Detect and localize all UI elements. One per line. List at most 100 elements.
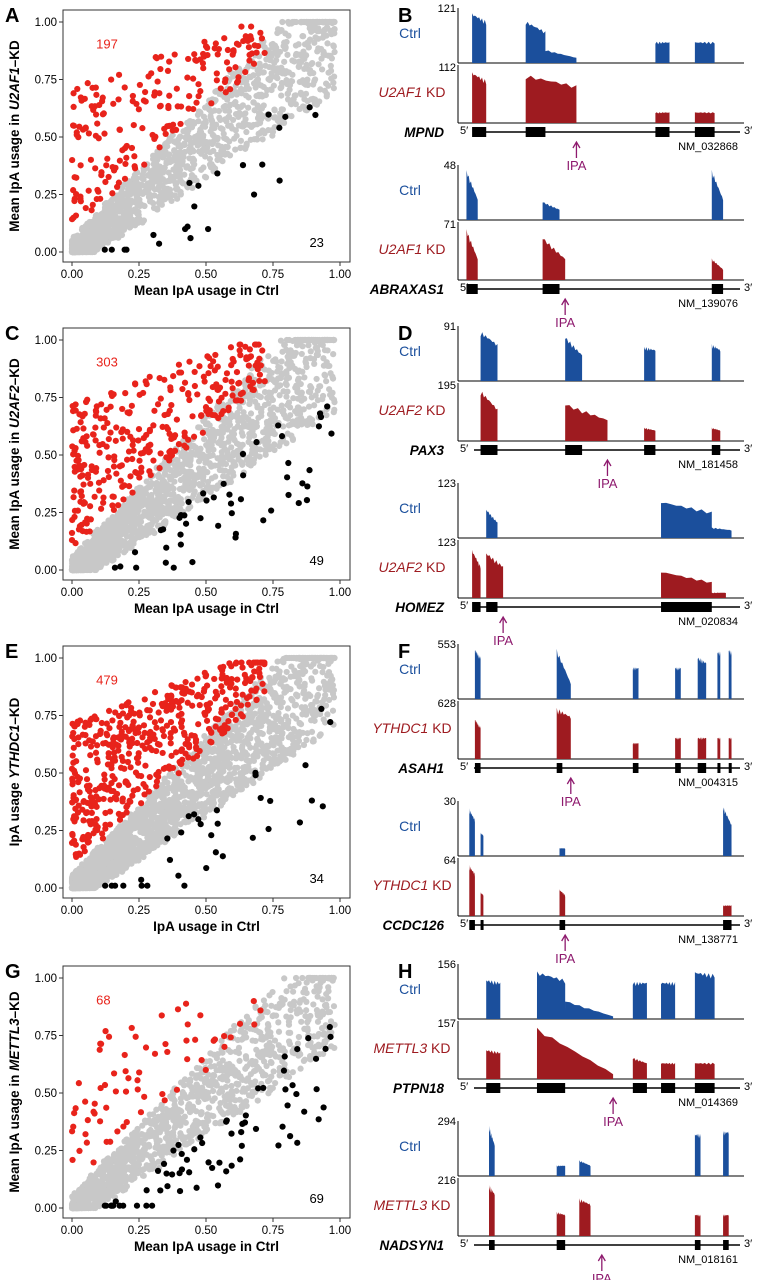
up-point: [261, 49, 268, 57]
background-point: [275, 363, 282, 371]
background-point: [151, 192, 158, 199]
up-point: [96, 487, 103, 494]
up-point: [256, 371, 264, 378]
up-point: [175, 441, 183, 448]
background-point: [175, 143, 182, 150]
up-point: [74, 85, 81, 93]
down-point: [200, 490, 207, 497]
background-point: [118, 190, 125, 197]
background-point: [311, 39, 318, 46]
up-point: [135, 106, 142, 113]
background-point: [209, 426, 216, 434]
up-point: [143, 431, 150, 439]
down-point: [189, 559, 196, 566]
up-point: [119, 435, 126, 442]
down-count: 23: [309, 235, 323, 250]
up-point: [92, 468, 99, 475]
background-point: [224, 447, 231, 454]
background-point: [159, 479, 166, 486]
up-point: [168, 401, 175, 409]
background-point: [259, 437, 266, 444]
up-point: [104, 419, 111, 427]
background-point: [181, 171, 188, 178]
background-point: [226, 101, 234, 109]
background-point: [326, 362, 333, 370]
x-tick-label: 0.25: [128, 269, 150, 281]
background-point: [117, 204, 125, 211]
up-point: [224, 46, 231, 54]
background-point: [250, 99, 257, 106]
background-point: [303, 52, 310, 59]
background-point: [115, 539, 122, 546]
up-point: [139, 125, 146, 132]
up-point: [173, 85, 180, 92]
up-point: [116, 157, 123, 164]
background-point: [277, 726, 284, 733]
up-point: [234, 78, 242, 85]
up-point: [98, 505, 105, 512]
background-point: [109, 514, 116, 521]
x-tick-label: 1.00: [329, 269, 351, 281]
up-point: [103, 162, 110, 169]
up-point: [136, 457, 143, 464]
background-point: [150, 161, 157, 168]
down-point: [227, 500, 235, 507]
down-point: [155, 240, 163, 247]
background-point: [283, 668, 290, 676]
x-tick-label: 0.75: [262, 587, 284, 599]
background-point: [285, 725, 292, 732]
background-point: [311, 339, 319, 346]
background-point: [323, 24, 331, 31]
background-point: [256, 60, 263, 67]
up-point: [195, 93, 202, 100]
up-point: [117, 477, 124, 484]
background-point: [265, 400, 272, 407]
background-point: [326, 391, 334, 398]
background-point: [210, 437, 217, 444]
background-point: [287, 412, 294, 419]
up-point: [143, 381, 150, 388]
down-point: [228, 510, 235, 517]
x-tick-label: 0.25: [128, 587, 150, 599]
down-point: [304, 483, 311, 490]
background-point: [245, 777, 252, 784]
background-point: [172, 181, 179, 188]
down-point: [306, 467, 313, 474]
background-point: [239, 102, 247, 109]
background-point: [232, 127, 239, 134]
up-point: [164, 67, 172, 74]
background-point: [247, 410, 255, 417]
up-point: [237, 390, 244, 398]
background-point: [200, 812, 207, 819]
background-point: [222, 460, 230, 468]
up-point: [69, 516, 76, 524]
background-point: [331, 399, 338, 406]
background-point: [91, 532, 99, 539]
background-point: [69, 556, 76, 563]
up-point: [186, 93, 193, 100]
background-point: [331, 73, 338, 80]
up-point: [130, 121, 137, 129]
down-point: [170, 564, 177, 571]
background-point: [100, 534, 107, 542]
background-point: [130, 498, 137, 505]
up-point: [215, 45, 222, 53]
up-point: [197, 88, 204, 95]
background-point: [96, 529, 103, 536]
up-point: [151, 407, 158, 414]
up-point: [154, 78, 161, 85]
background-point: [194, 448, 201, 455]
up-point: [223, 370, 231, 377]
up-point: [135, 426, 143, 433]
background-point: [320, 336, 328, 344]
up-point: [245, 44, 252, 51]
background-point: [139, 202, 147, 209]
background-point: [195, 424, 202, 431]
background-point: [238, 429, 246, 436]
background-point: [105, 228, 113, 235]
background-point: [106, 201, 113, 208]
background-point: [116, 510, 123, 517]
background-point: [302, 360, 310, 367]
background-point: [288, 78, 296, 85]
background-point: [202, 174, 210, 181]
